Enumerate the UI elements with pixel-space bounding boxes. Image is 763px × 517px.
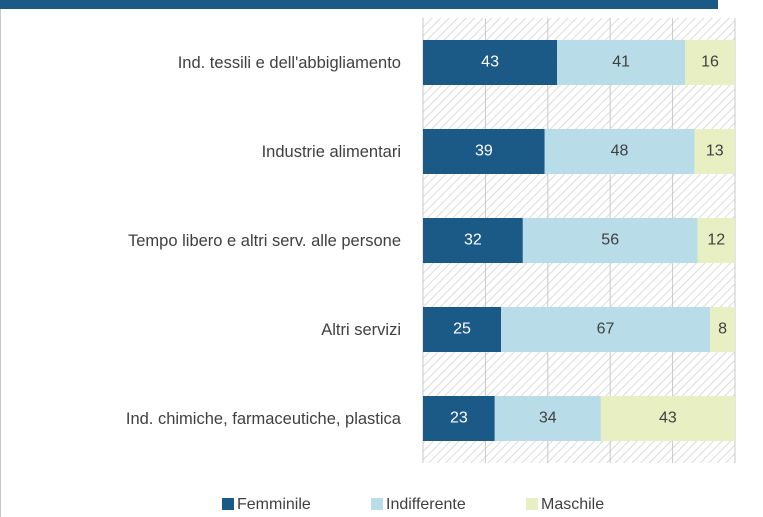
value-label: 56 xyxy=(601,232,619,249)
bar-segment xyxy=(544,129,695,174)
value-label: 67 xyxy=(597,321,615,338)
header-bar xyxy=(0,0,718,9)
bar-segment xyxy=(423,40,558,85)
value-label: 41 xyxy=(612,54,630,71)
category-label: Altri servizi xyxy=(321,320,401,339)
bar-segment xyxy=(423,307,501,352)
bar-segment xyxy=(600,396,735,441)
legend-swatch xyxy=(526,498,538,510)
value-label: 12 xyxy=(707,232,725,249)
bar-segment xyxy=(423,396,495,441)
value-label: 13 xyxy=(706,143,724,160)
bar-segment xyxy=(522,218,698,263)
legend-label: Maschile xyxy=(541,496,604,513)
category-label: Ind. tessili e dell'abbigliamento xyxy=(177,53,401,72)
bar-segment xyxy=(557,40,686,85)
value-label: 23 xyxy=(450,410,468,427)
bar-segment xyxy=(710,307,735,352)
bar-segment xyxy=(697,218,735,263)
value-label: 32 xyxy=(464,232,482,249)
value-label: 43 xyxy=(659,410,677,427)
bar-segment xyxy=(494,396,601,441)
bar-segment xyxy=(423,129,545,174)
legend-label: Femminile xyxy=(237,496,311,513)
value-label: 8 xyxy=(718,321,727,338)
legend-label: Indifferente xyxy=(386,496,466,513)
value-label: 16 xyxy=(701,54,719,71)
bar-segment xyxy=(694,129,735,174)
legend-swatch xyxy=(222,498,234,510)
value-label: 48 xyxy=(611,143,629,160)
category-label: Ind. chimiche, farmaceutiche, plastica xyxy=(125,409,401,428)
bar-segment xyxy=(423,218,523,263)
value-label: 34 xyxy=(539,410,557,427)
value-label: 43 xyxy=(481,54,499,71)
category-label: Industrie alimentari xyxy=(261,142,401,161)
bar-segment xyxy=(685,40,735,85)
category-label: Tempo libero e altri serv. alle persone xyxy=(128,231,401,250)
bar-segment xyxy=(501,307,711,352)
value-label: 25 xyxy=(453,321,471,338)
value-label: 39 xyxy=(475,143,493,160)
legend-swatch xyxy=(371,498,383,510)
